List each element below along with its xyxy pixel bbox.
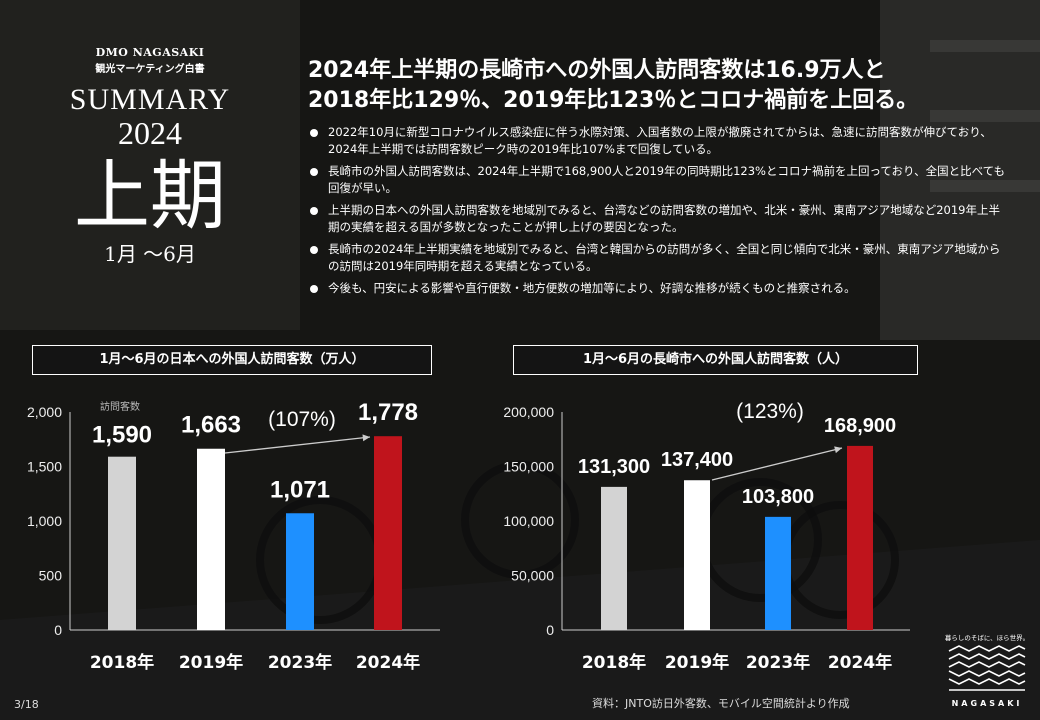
bar — [108, 456, 136, 630]
y-tick-label: 100,000 — [503, 513, 554, 529]
headline-line-1: 2024年上半期の長崎市への外国人訪問客数は16.9万人と — [308, 58, 886, 83]
x-tick-label: 2019年 — [665, 652, 729, 673]
growth-arrow-head-icon — [362, 434, 370, 442]
brand-org: DMO NAGASAKI — [95, 46, 205, 59]
bullet-item: 2022年10月に新型コロナウイルス感染症に伴う水際対策、入国者数の上限が撤廃さ… — [308, 124, 1008, 158]
bar — [286, 513, 314, 630]
data-label: 1,590 — [92, 422, 152, 449]
bullet-item: 長崎市の2024年上半期実績を地域別でみると、台湾と韓国からの訪問が多く、全国と… — [308, 241, 1008, 275]
y-tick-label: 0 — [54, 622, 62, 638]
city-logo-mark-icon — [948, 645, 1026, 691]
x-tick-label: 2018年 — [90, 652, 154, 673]
bar — [847, 445, 873, 630]
data-label: 1,663 — [181, 412, 241, 439]
data-label: 1,071 — [270, 476, 330, 503]
chart-1-title: 1月〜6月の日本への外国人訪問客数（万人） — [32, 345, 432, 375]
growth-arrow-head-icon — [834, 446, 842, 454]
bar — [684, 480, 710, 630]
y-tick-label: 0 — [546, 622, 554, 638]
city-tagline: 暮らしのそばに、ほら世界。 — [944, 634, 1030, 642]
data-label: 1,778 — [358, 399, 418, 426]
city-name: NAGASAKI — [951, 699, 1023, 708]
summary-half: 上期 — [74, 151, 226, 240]
data-label: 103,800 — [742, 486, 814, 508]
y-tick-label: 1,500 — [27, 459, 62, 475]
data-label: 137,400 — [661, 449, 733, 471]
x-tick-label: 2024年 — [356, 652, 420, 673]
bullet-item: 長崎市の外国人訪問客数は、2024年上半期で168,900人と2019年の同時期… — [308, 163, 1008, 197]
y-axis-label: 訪問客数 — [100, 400, 140, 413]
summary-year: 2024 — [118, 115, 182, 151]
source-note: 資料：JNTO訪日外客数、モバイル空間統計より作成 — [592, 697, 850, 710]
y-tick-label: 2,000 — [27, 404, 62, 420]
data-label: 131,300 — [578, 456, 650, 478]
x-tick-label: 2023年 — [268, 652, 332, 673]
y-tick-label: 1,000 — [27, 513, 62, 529]
growth-percent-label: (107%) — [268, 408, 336, 431]
x-tick-label: 2024年 — [828, 652, 892, 673]
brand-subtitle: 観光マーケティング白書 — [95, 64, 205, 75]
data-label: 168,900 — [824, 415, 896, 437]
brand-block: DMO NAGASAKI 観光マーケティング白書 SUMMARY 2024 上期… — [60, 46, 240, 267]
x-tick-label: 2018年 — [582, 652, 646, 673]
bar — [374, 436, 402, 630]
bar — [601, 486, 627, 630]
bullet-list: 2022年10月に新型コロナウイルス感染症に伴う水際対策、入国者数の上限が撤廃さ… — [308, 124, 1008, 302]
page-number: 3/18 — [14, 698, 39, 711]
bar — [765, 516, 791, 630]
growth-arrow-line — [224, 436, 371, 454]
y-tick-label: 50,000 — [511, 568, 554, 584]
y-tick-label: 150,000 — [503, 459, 554, 475]
growth-percent-label: (123%) — [736, 400, 804, 423]
bullet-item: 今後も、円安による影響や直行便数・地方便数の増加等により、好調な推移が続くものと… — [308, 280, 1008, 297]
growth-arrow-line — [711, 447, 843, 481]
x-tick-label: 2023年 — [746, 652, 810, 673]
bullet-item: 上半期の日本への外国人訪問客数を地域別でみると、台湾などの訪問客数の増加や、北米… — [308, 202, 1008, 236]
bar — [197, 448, 225, 630]
chart-2-title: 1月〜6月の長崎市への外国人訪問客数（人） — [513, 345, 918, 375]
y-tick-label: 500 — [39, 568, 63, 584]
headline-line-2: 2018年比129％、2019年比123％とコロナ禍前を上回る。 — [308, 88, 919, 113]
summary-months: 1月 〜6月 — [104, 242, 196, 266]
headline: 2024年上半期の長崎市への外国人訪問客数は16.9万人と 2018年比129％… — [308, 56, 1008, 116]
summary-word: SUMMARY — [69, 83, 231, 116]
x-tick-label: 2019年 — [179, 652, 243, 673]
y-tick-label: 200,000 — [503, 404, 554, 420]
nagasaki-city-logo: 暮らしのそばに、ほら世界。 NAGASAKI — [944, 632, 1030, 714]
